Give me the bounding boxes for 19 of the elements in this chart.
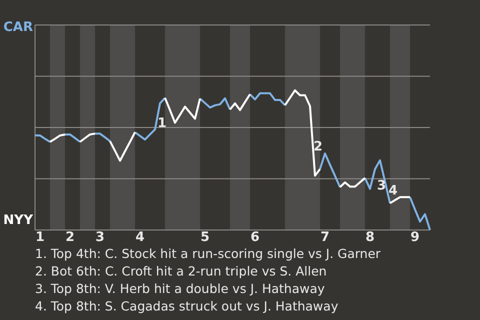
text: 1. Top 4th: C. Stock hit a run-scoring single vs J. Garner [35, 246, 382, 261]
annotation: 3 [376, 178, 386, 194]
x-tick-label: 7 [320, 230, 330, 245]
text: 2. Bot 6th: C. Croft hit a 2-run triple vs S. Allen [35, 264, 327, 278]
x-tick-label: 2 [65, 230, 75, 245]
x-tick-label: 8 [365, 230, 375, 245]
annotation: 4 [388, 184, 398, 199]
x-tick-label: 4 [135, 230, 145, 245]
x-tick-label: 1 [35, 230, 45, 245]
annotation: 2 [313, 140, 323, 155]
x-tick-label: 3 [95, 230, 105, 245]
text: CAR [3, 20, 33, 35]
text: NYY [3, 213, 34, 228]
x-tick-label: 6 [250, 230, 260, 245]
text: 3. Top 8th: V. Herb hit a double vs J. Hathaway [35, 281, 326, 296]
annotation: 1 [157, 116, 167, 131]
text: 4. Top 8th: S. Cagadas struck out vs J. Hathaway [35, 298, 339, 314]
x-tick-label: 9 [410, 230, 420, 245]
x-tick-label: 5 [200, 230, 210, 245]
